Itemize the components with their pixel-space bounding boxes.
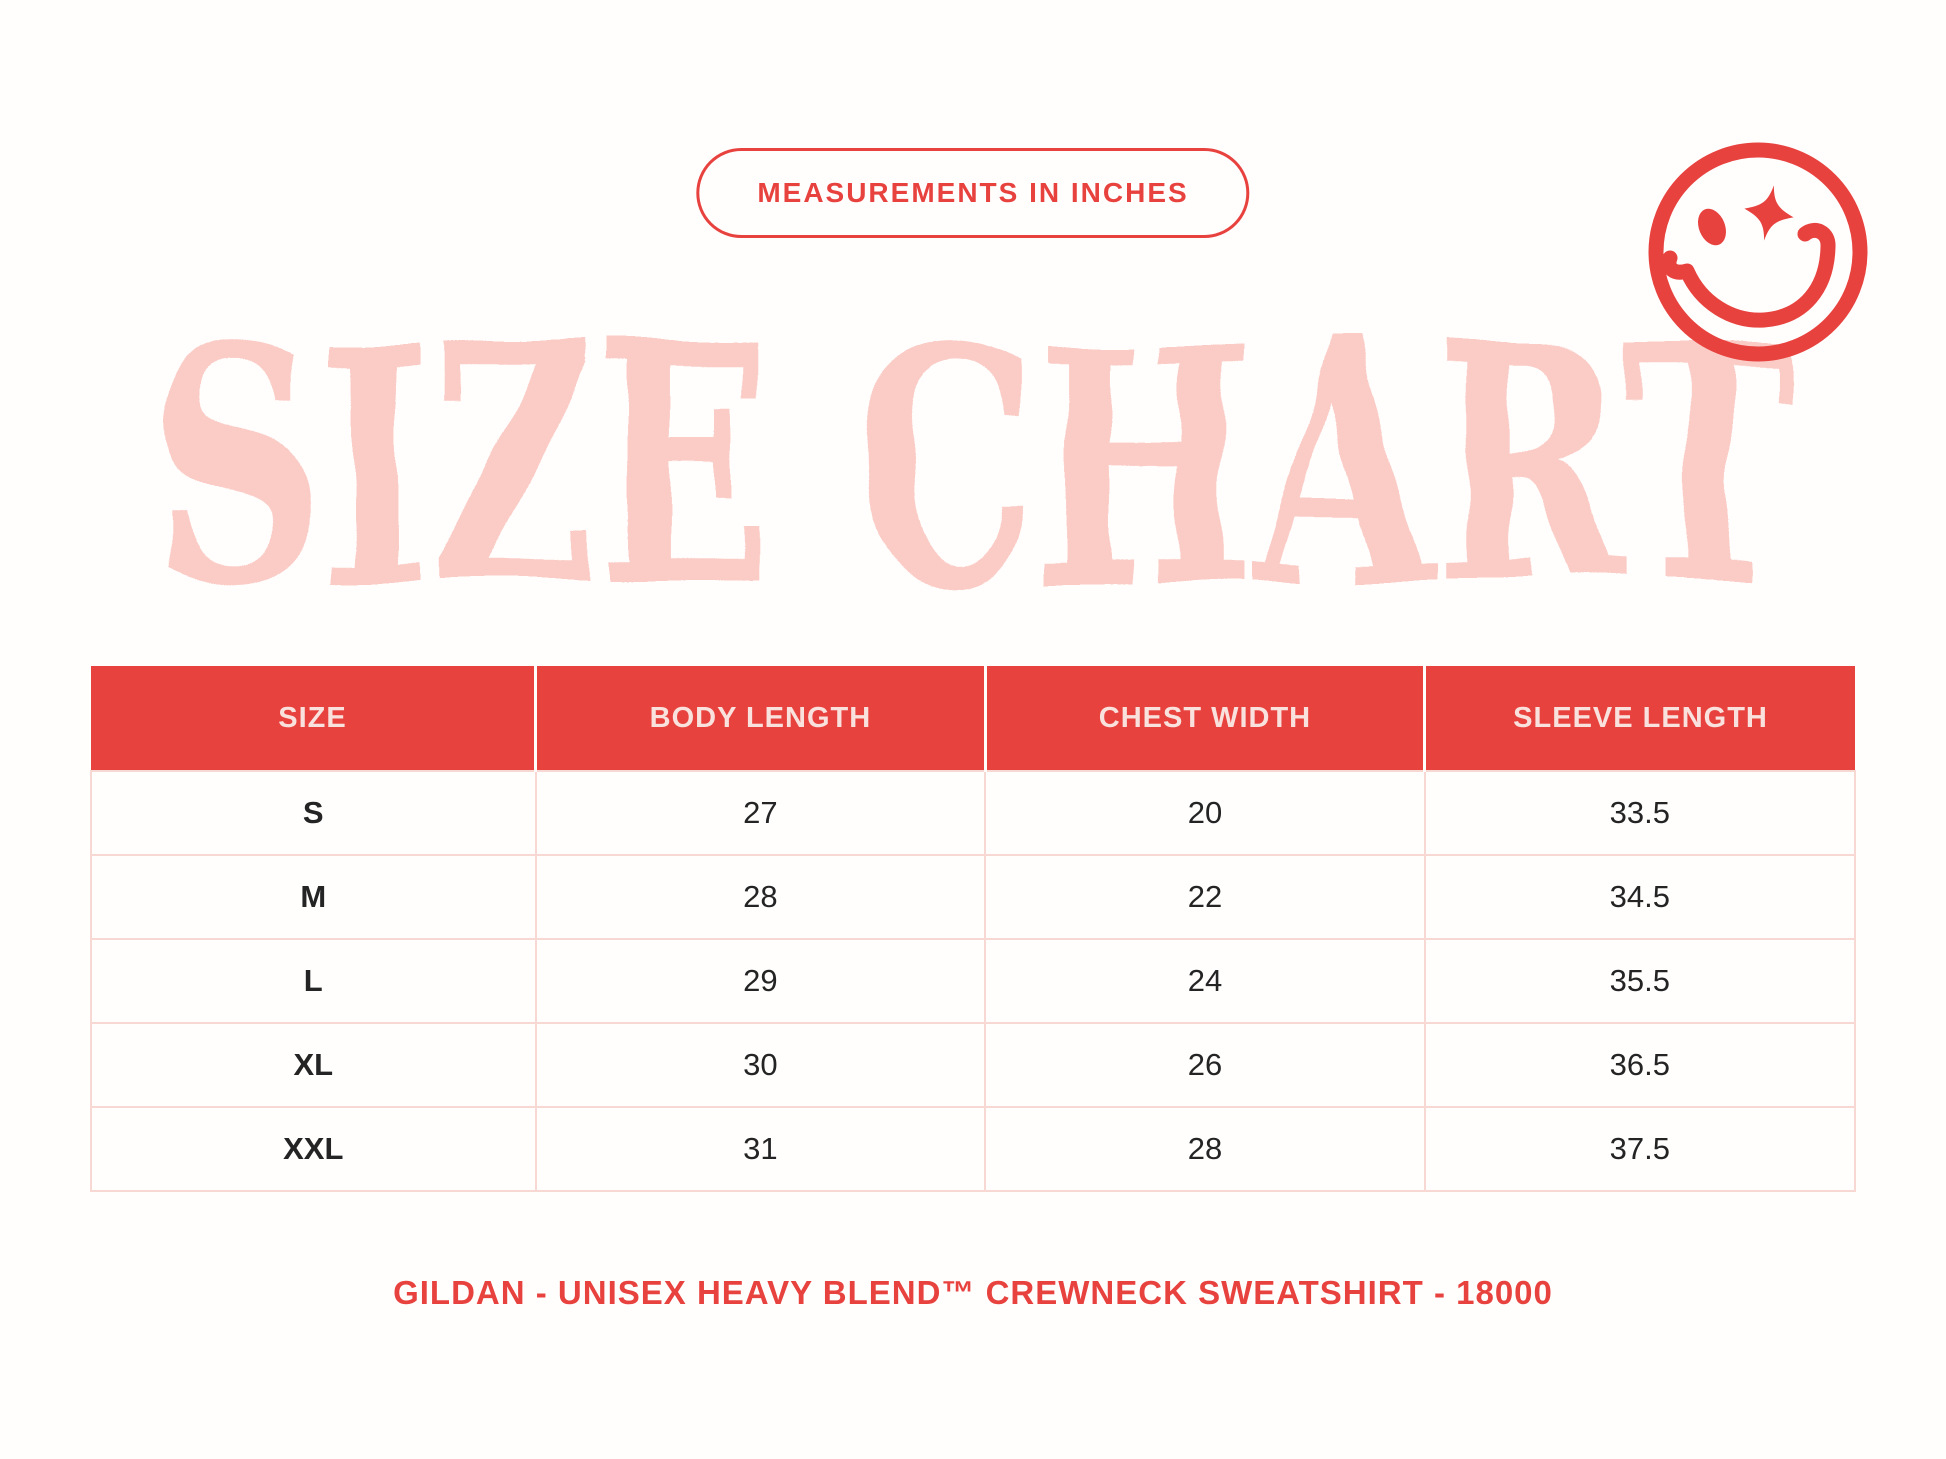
cell-measurement: 29 [534,938,987,1024]
cell-measurement: 31 [534,1106,987,1192]
cell-size: XXL [90,1106,537,1192]
cell-measurement: 22 [984,854,1426,940]
table-row: S 27 20 33.5 [90,770,1857,856]
header-size: SIZE [91,666,538,771]
cell-measurement: 26 [984,1022,1426,1108]
cell-size: M [90,854,537,940]
table-row: M 28 22 34.5 [90,854,1857,940]
size-table-body: S 27 20 33.5 M 28 22 34.5 L 29 24 35.5 XL 30 26 36.5 XXL… [90,770,1857,1192]
page-title-text: SIZE CHART [153,274,1793,648]
page-title: SIZE CHART [153,274,1793,648]
product-caption: GILDAN - UNISEX HEAVY BLEND™ CREWNECK SW… [393,1274,1553,1311]
cell-measurement: 28 [984,1106,1426,1192]
cell-measurement: 30 [534,1022,987,1108]
header-row: SIZE BODY LENGTH CHEST WIDTH SLEEVE LENG… [91,666,1855,771]
cell-size: XL [90,1022,537,1108]
table-row: XL 30 26 36.5 [90,1022,1857,1108]
cell-measurement: 34.5 [1423,854,1857,940]
table-row: XXL 31 28 37.5 [90,1106,1857,1192]
cell-measurement: 37.5 [1423,1106,1857,1192]
size-table: SIZE BODY LENGTH CHEST WIDTH SLEEVE LENG… [90,666,1857,1192]
smiley-face-circle [1648,142,1868,362]
cell-measurement: 20 [984,770,1426,856]
cell-size: S [90,770,537,856]
header-chest-width: CHEST WIDTH [985,666,1427,771]
cell-measurement: 35.5 [1423,938,1857,1024]
smiley-icon [1648,142,1868,362]
cell-measurement: 28 [534,854,987,940]
cell-measurement: 36.5 [1423,1022,1857,1108]
header-sleeve-length: SLEEVE LENGTH [1424,666,1855,771]
table-row: L 29 24 35.5 [90,938,1857,1024]
measurements-badge: MEASUREMENTS IN INCHES [696,148,1250,238]
measurements-badge-label: MEASUREMENTS IN INCHES [757,177,1189,208]
cell-measurement: 24 [984,938,1426,1024]
size-table-header: SIZE BODY LENGTH CHEST WIDTH SLEEVE LENG… [91,666,1855,771]
cell-measurement: 27 [534,770,987,856]
cell-measurement: 33.5 [1423,770,1857,856]
smiley-mouth [1661,223,1836,328]
smiley-sparkle-eye [1744,185,1794,241]
header-body-length: BODY LENGTH [535,666,987,771]
cell-size: L [90,938,537,1024]
smiley-left-eye [1698,208,1726,246]
